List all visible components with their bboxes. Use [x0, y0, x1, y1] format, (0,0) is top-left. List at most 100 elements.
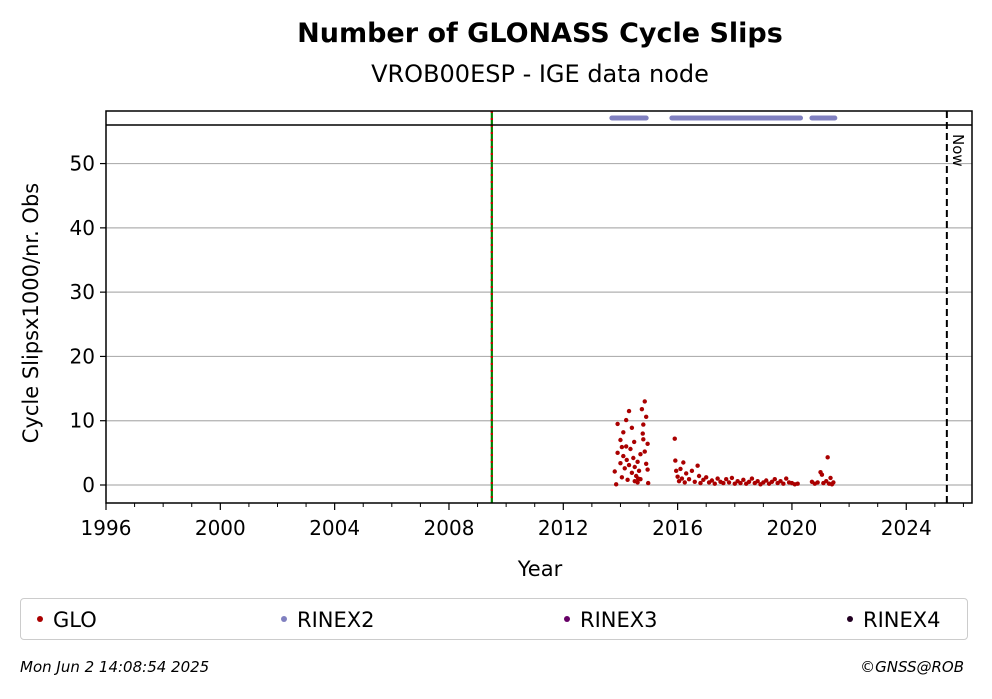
data-point-glo [643, 414, 649, 420]
x-axis-label: Year [517, 557, 563, 581]
data-point-glo [645, 467, 650, 472]
data-point-glo [642, 399, 647, 404]
data-point-glo [632, 464, 637, 470]
data-point-glo [618, 437, 623, 443]
data-point-glo [692, 479, 697, 484]
data-point-glo [698, 480, 703, 486]
legend-label-rinex2: RINEX2 [297, 608, 375, 632]
data-point-glo [676, 478, 682, 484]
y-tick-label: 20 [70, 344, 95, 368]
data-point-glo [645, 480, 651, 486]
data-point-glo [679, 476, 685, 481]
data-point-glo [825, 455, 830, 460]
reference-lines [490, 111, 948, 503]
chart-subtitle: VROB00ESP - IGE data node [371, 60, 709, 88]
data-point-glo [726, 480, 732, 485]
y-tick-label: 50 [70, 152, 95, 176]
data-point-glo [615, 450, 620, 456]
data-point-glo [626, 408, 632, 414]
data-point-glo [645, 441, 650, 447]
legend-label-glo: GLO [53, 608, 97, 632]
x-tick-label: 2012 [538, 516, 589, 540]
data-point-glo [619, 444, 625, 450]
data-point-glo [613, 482, 619, 487]
x-tick-label: 2000 [195, 516, 246, 540]
data-point-glo [746, 479, 752, 484]
data-point-glo [784, 476, 789, 481]
rinex3-marker-icon [564, 616, 570, 622]
data-point-glo [749, 476, 755, 481]
data-point-glo [715, 476, 720, 481]
data-point-glo [641, 437, 646, 442]
data-point-glo [682, 480, 687, 485]
data-point-glo [681, 460, 686, 465]
data-point-glo [622, 466, 627, 471]
data-point-glo [623, 444, 629, 449]
x-tick-label: 2024 [881, 516, 932, 540]
data-point-glo [635, 476, 641, 481]
data-point-glo [828, 475, 833, 481]
data-point-glo [831, 480, 836, 485]
data-point-glo [721, 480, 726, 486]
data-point-glo [638, 451, 643, 457]
data-point-glo [764, 478, 769, 483]
data-point-glo [673, 468, 679, 474]
data-point-glo [741, 477, 746, 483]
y-tick-label: 40 [70, 216, 95, 240]
legend-label-rinex4: RINEX4 [863, 608, 941, 632]
data-point-glo [629, 425, 635, 430]
data-point-glo [778, 478, 783, 484]
data-point-glo [724, 477, 729, 482]
data-point-glo [824, 478, 829, 484]
legend-item-glo: GLO [37, 609, 97, 631]
x-tick-label: 2008 [424, 516, 475, 540]
data-point-glo [640, 431, 645, 436]
data-point-glo [815, 480, 820, 485]
data-point-glo [621, 453, 626, 459]
grid-lines [106, 162, 972, 486]
data-point-glo [641, 422, 646, 427]
data-point-glo [729, 475, 735, 481]
footer-credit: ©GNSS@ROB [860, 658, 964, 676]
data-point-glo [612, 469, 617, 474]
data-point-glo [795, 481, 800, 486]
x-tick-label: 2020 [766, 516, 817, 540]
data-point-glo [642, 449, 647, 454]
data-point-glo [672, 436, 677, 441]
legend-item-rinex4: RINEX4 [847, 609, 941, 631]
data-point-glo [639, 406, 645, 412]
data-point-glo [696, 473, 702, 479]
data-point-glo [769, 479, 775, 484]
data-point-glo [635, 480, 640, 485]
y-axis-label: Cycle Slipsx1000/nr. Obs [19, 183, 43, 443]
x-tick-label: 2016 [652, 516, 703, 540]
footer-timestamp: Mon Jun 2 14:08:54 2025 [20, 658, 210, 676]
data-point-glo [695, 463, 700, 468]
data-point-glo [673, 458, 678, 463]
axes: 0 10 20 30 40 50 1996 2000 2004 2008 2012 2016 2020 2… [70, 110, 973, 540]
legend-item-rinex3: RINEX3 [564, 609, 658, 631]
data-point-glo [709, 478, 715, 483]
legend: GLO RINEX2 RINEX3 RINEX4 [20, 598, 968, 640]
data-point-glo [623, 417, 629, 423]
data-point-glo [618, 460, 623, 466]
data-point-glo [738, 480, 743, 486]
data-point-glo [703, 475, 709, 480]
data-point-glo [635, 459, 640, 465]
legend-label-rinex3: RINEX3 [580, 608, 658, 632]
data-point-glo [624, 457, 629, 463]
data-point-glo [678, 466, 683, 472]
x-tick-label: 2004 [309, 516, 360, 540]
data-point-glo [755, 478, 760, 484]
y-tick-label: 10 [70, 409, 95, 433]
data-point-glo [683, 471, 689, 476]
now-label: Now [949, 134, 967, 167]
chart-title: Number of GLONASS Cycle Slips [297, 18, 783, 49]
glonass-cycle-slips-chart: Number of GLONASS Cycle Slips VROB00ESP … [19, 18, 973, 581]
data-point-glo [636, 468, 642, 474]
y-tick-label: 0 [82, 473, 95, 497]
data-point-glo [732, 481, 737, 486]
data-point-glo [628, 446, 633, 452]
data-point-glo [686, 477, 692, 482]
data-point-glo [675, 474, 680, 479]
